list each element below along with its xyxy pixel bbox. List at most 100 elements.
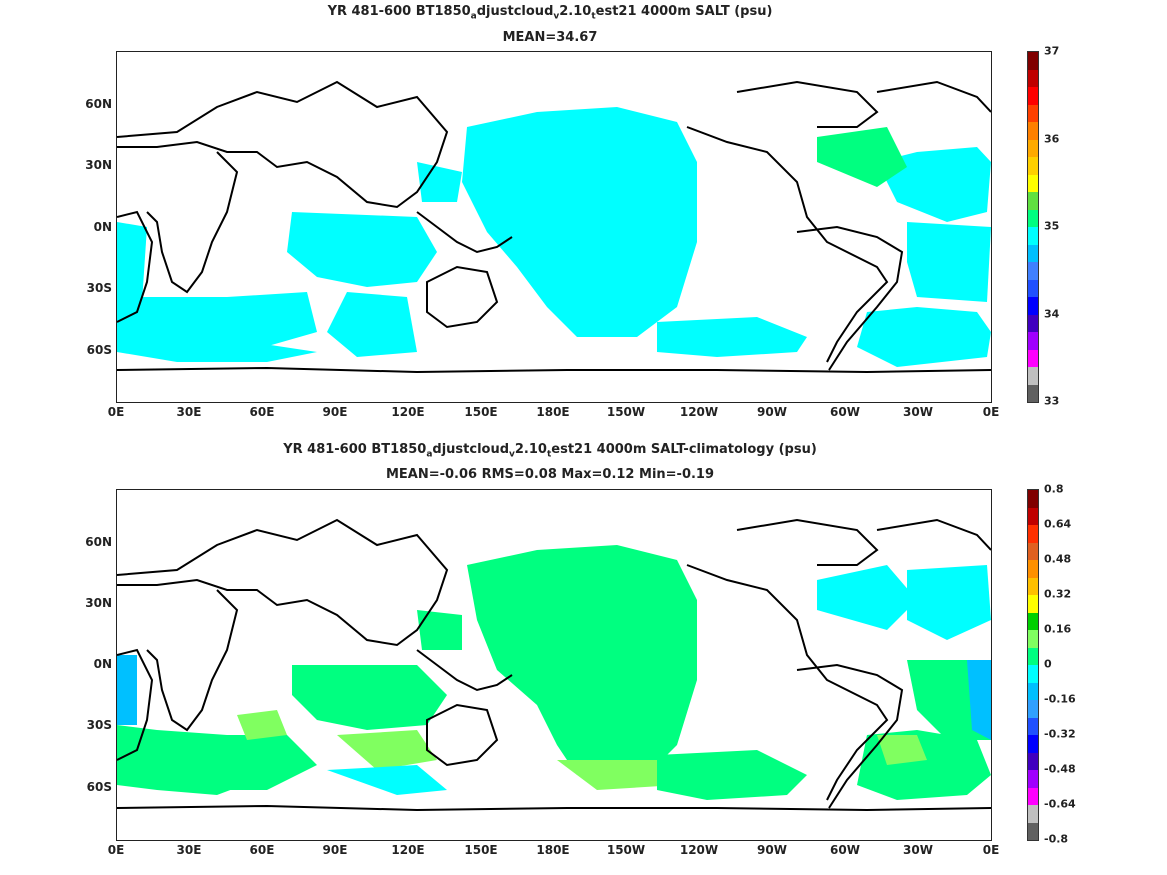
panel1-colorbar-tick: 33	[1044, 394, 1060, 408]
panel2-xtick: 120W	[679, 843, 719, 857]
panel1-xtick: 180E	[536, 405, 570, 419]
panel1-ytick: 60N	[85, 97, 112, 111]
panel1-xtick: 60E	[249, 405, 275, 419]
panel1-xtick: 120E	[391, 405, 425, 419]
panel1-xtick: 30E	[176, 405, 202, 419]
colorbar-segment	[1028, 69, 1038, 87]
colorbar-segment	[1028, 700, 1038, 718]
panel2-colorbar-tick: -0.8	[1044, 832, 1069, 846]
panel2-ytick: 60S	[86, 780, 112, 794]
colorbar-segment	[1028, 384, 1038, 402]
colorbar-segment	[1028, 297, 1038, 315]
panel2-map	[116, 489, 992, 841]
panel1-colorbar-tick: 37	[1044, 44, 1060, 58]
panel2-xtick: 60W	[830, 843, 860, 857]
panel2-ytick: 0N	[93, 657, 112, 671]
panel1-colorbar-tick: 36	[1044, 132, 1060, 146]
panel2-xtick: 30E	[176, 843, 202, 857]
panel1-xtick: 150W	[606, 405, 646, 419]
panel2-xtick: 90E	[322, 843, 348, 857]
panel2-colorbar-tick: 0.8	[1044, 482, 1064, 496]
panel1-xtick: 120W	[679, 405, 719, 419]
panel1-coastlines	[117, 80, 991, 374]
colorbar-segment	[1028, 560, 1038, 578]
panel1-xtick: 30W	[903, 405, 933, 419]
colorbar-segment	[1028, 490, 1038, 508]
panel1-ytick: 30S	[86, 281, 112, 295]
panel2-coastlines	[117, 518, 991, 812]
colorbar-segment	[1028, 787, 1038, 805]
colorbar-segment	[1028, 507, 1038, 525]
colorbar-segment	[1028, 595, 1038, 613]
panel2-xtick: 60E	[249, 843, 275, 857]
panel1-colorbar-tick: 35	[1044, 219, 1060, 233]
colorbar-segment	[1028, 630, 1038, 648]
colorbar-segment	[1028, 367, 1038, 385]
panel1-xtick: 90E	[322, 405, 348, 419]
panel1-colorbar-tick: 34	[1044, 307, 1060, 321]
colorbar-segment	[1028, 52, 1038, 70]
colorbar-segment	[1028, 805, 1038, 823]
colorbar-segment	[1028, 122, 1038, 140]
panel2-colorbar-tick: -0.48	[1044, 762, 1076, 776]
colorbar-segment	[1028, 647, 1038, 665]
panel2-colorbar-tick: 0.48	[1044, 552, 1072, 566]
panel2-xtick: 0E	[982, 843, 1000, 857]
colorbar-segment	[1028, 717, 1038, 735]
panel2-xtick: 150E	[464, 843, 498, 857]
panel2-colorbar-tick: 0	[1044, 657, 1052, 671]
panel1-salinity-fields	[117, 107, 991, 367]
colorbar-segment	[1028, 332, 1038, 350]
panel2-subtitle: MEAN=-0.06 RMS=0.08 Max=0.12 Min=-0.19	[385, 467, 715, 482]
colorbar-segment	[1028, 279, 1038, 297]
panel1-xtick: 150E	[464, 405, 498, 419]
colorbar-segment	[1028, 682, 1038, 700]
panel1-xtick: 60W	[830, 405, 860, 419]
colorbar-segment	[1028, 157, 1038, 175]
colorbar-segment	[1028, 139, 1038, 157]
panel2-colorbar-tick: -0.16	[1044, 692, 1076, 706]
colorbar-segment	[1028, 349, 1038, 367]
panel2-anomaly-fields	[117, 545, 991, 800]
panel1-map	[116, 51, 992, 403]
panel1-xtick: 0E	[982, 405, 1000, 419]
colorbar-segment	[1028, 209, 1038, 227]
colorbar-segment	[1028, 87, 1038, 105]
panel2-map-svg	[117, 518, 991, 812]
panel1-ytick: 60S	[86, 343, 112, 357]
panel2-colorbar-tick: 0.32	[1044, 587, 1072, 601]
colorbar-segment	[1028, 244, 1038, 262]
colorbar-segment	[1028, 822, 1038, 840]
panel2-colorbar-tick: -0.64	[1044, 797, 1076, 811]
panel2-xtick: 180E	[536, 843, 570, 857]
panel2-xtick: 120E	[391, 843, 425, 857]
panel2-xtick: 150W	[606, 843, 646, 857]
colorbar-segment	[1028, 752, 1038, 770]
panel2-colorbar-tick: 0.64	[1044, 517, 1072, 531]
panel1-ytick: 0N	[93, 220, 112, 234]
colorbar-segment	[1028, 174, 1038, 192]
panel2-xtick: 30W	[903, 843, 933, 857]
colorbar-segment	[1028, 104, 1038, 122]
colorbar-segment	[1028, 770, 1038, 788]
colorbar-segment	[1028, 262, 1038, 280]
panel1-ytick: 30N	[85, 158, 112, 172]
panel1-xtick: 90W	[757, 405, 787, 419]
panel1-xtick: 0E	[107, 405, 125, 419]
colorbar-segment	[1028, 612, 1038, 630]
colorbar-segment	[1028, 227, 1038, 245]
panel2-ytick: 30N	[85, 596, 112, 610]
colorbar-segment	[1028, 577, 1038, 595]
panel2-xtick: 90W	[757, 843, 787, 857]
colorbar-segment	[1028, 665, 1038, 683]
panel2-ytick: 60N	[85, 535, 112, 549]
panel2-xtick: 0E	[107, 843, 125, 857]
panel2-title: YR 481-600 BT1850adjustcloudv2.10test21 …	[283, 442, 817, 460]
colorbar-segment	[1028, 542, 1038, 560]
panel1-colorbar	[1027, 51, 1039, 403]
panel2-ytick: 30S	[86, 718, 112, 732]
panel2-colorbar	[1027, 489, 1039, 841]
panel1-title: YR 481-600 BT1850adjustcloudv2.10test21 …	[327, 4, 773, 22]
colorbar-segment	[1028, 192, 1038, 210]
panel2-colorbar-tick: 0.16	[1044, 622, 1072, 636]
